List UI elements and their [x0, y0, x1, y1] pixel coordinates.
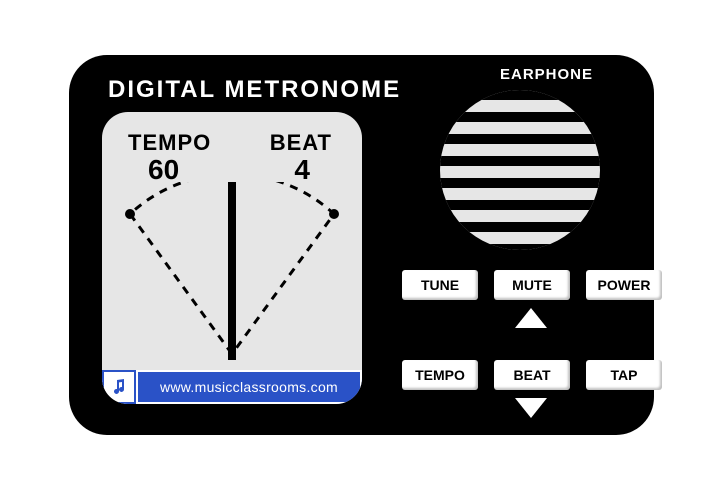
tempo-label: TEMPO [128, 130, 211, 156]
pendulum-area [102, 182, 362, 360]
device-title: DIGITAL METRONOME [108, 76, 401, 104]
earphone-label: EARPHONE [500, 66, 593, 83]
tempo-button[interactable]: TEMPO [402, 360, 478, 390]
tune-button[interactable]: TUNE [402, 270, 478, 300]
arc-end-left [125, 209, 135, 219]
mute-button[interactable]: MUTE [494, 270, 570, 300]
beat-button[interactable]: BEAT [494, 360, 570, 390]
beat-label: BEAT [270, 130, 332, 156]
music-note-icon [102, 370, 136, 404]
up-arrow-button[interactable] [515, 308, 547, 328]
watermark-url: www.musicclassrooms.com [136, 370, 362, 404]
lcd-screen: TEMPO BEAT 60 4 www.musicclassrooms.com [102, 112, 362, 404]
speaker-grille [440, 90, 600, 250]
stage: DIGITAL METRONOME EARPHONE TEMPO BEAT 60… [0, 0, 728, 500]
arc-end-right [329, 209, 339, 219]
down-arrow-button[interactable] [515, 398, 547, 418]
power-button[interactable]: POWER [586, 270, 662, 300]
pendulum-needle [228, 182, 236, 360]
watermark-bar: www.musicclassrooms.com [102, 370, 362, 404]
tap-button[interactable]: TAP [586, 360, 662, 390]
